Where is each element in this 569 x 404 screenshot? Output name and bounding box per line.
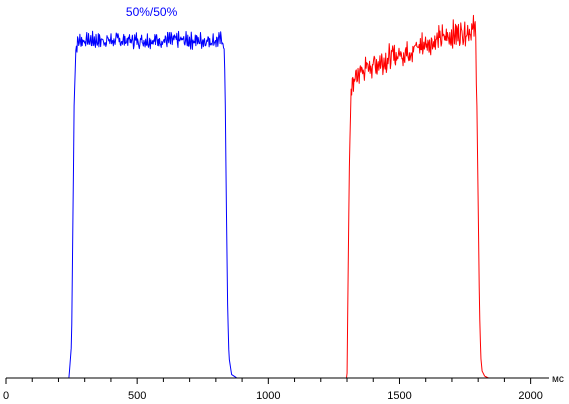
series-label-1: 50%/50% (126, 5, 178, 19)
x-tick-label: 0 (3, 390, 9, 402)
series-layer (6, 14, 549, 379)
series-labels: 50%/50% 100% (126, 0, 426, 19)
x-axis-ticks: 0 500 1000 1500 2000 (3, 378, 543, 402)
x-tick-label: 1000 (256, 390, 280, 402)
x-tick-label: 500 (128, 390, 146, 402)
x-tick-label: 1500 (387, 390, 411, 402)
x-axis-unit-label: мс (552, 374, 564, 385)
series-label-2: 100% (395, 0, 426, 2)
x-tick-label: 2000 (518, 390, 542, 402)
series-line-1 (6, 30, 294, 379)
series-line-2 (294, 14, 549, 379)
